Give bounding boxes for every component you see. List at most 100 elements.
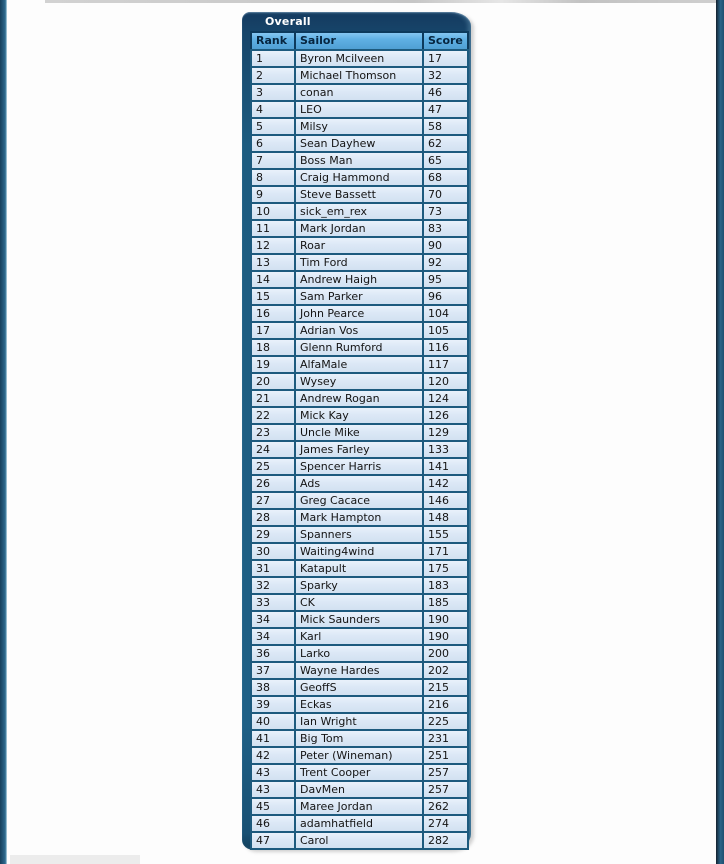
table-row: 13 Tim Ford 92 — [250, 253, 469, 270]
score-cell: 124 — [422, 389, 469, 406]
sailor-cell: Byron Mcilveen — [294, 49, 422, 66]
bottom-partial-element — [10, 855, 140, 864]
table-row: 14 Andrew Haigh 95 — [250, 270, 469, 287]
score-cell: 90 — [422, 236, 469, 253]
header-row: Rank Sailor Score — [250, 31, 469, 49]
table-row: 34 Mick Saunders 190 — [250, 610, 469, 627]
rank-cell: 7 — [250, 151, 294, 168]
rank-cell: 15 — [250, 287, 294, 304]
score-cell: 105 — [422, 321, 469, 338]
rank-cell: 21 — [250, 389, 294, 406]
rank-cell: 17 — [250, 321, 294, 338]
table-row: 41 Big Tom 231 — [250, 729, 469, 746]
table-row: 6 Sean Dayhew 62 — [250, 134, 469, 151]
rank-cell: 16 — [250, 304, 294, 321]
score-cell: 148 — [422, 508, 469, 525]
table-row: 10 sick_em_rex 73 — [250, 202, 469, 219]
rank-cell: 40 — [250, 712, 294, 729]
score-cell: 216 — [422, 695, 469, 712]
score-cell: 257 — [422, 763, 469, 780]
rank-cell: 9 — [250, 185, 294, 202]
score-cell: 58 — [422, 117, 469, 134]
column-header-sailor: Sailor — [294, 31, 422, 49]
sailor-cell: Ian Wright — [294, 712, 422, 729]
rank-cell: 39 — [250, 695, 294, 712]
rank-cell: 23 — [250, 423, 294, 440]
table-row: 11 Mark Jordan 83 — [250, 219, 469, 236]
rank-cell: 30 — [250, 542, 294, 559]
sailor-cell: Wayne Hardes — [294, 661, 422, 678]
rank-cell: 20 — [250, 372, 294, 389]
leaderboard-table: Rank Sailor Score 1 Byron Mcilveen 17 2 Mich… — [250, 31, 469, 850]
sailor-cell: Andrew Rogan — [294, 389, 422, 406]
rank-cell: 26 — [250, 474, 294, 491]
table-row: 29 Spanners 155 — [250, 525, 469, 542]
rank-cell: 37 — [250, 661, 294, 678]
rank-cell: 5 — [250, 117, 294, 134]
sailor-cell: Sean Dayhew — [294, 134, 422, 151]
panel-title: Overall — [265, 15, 311, 28]
table-row: 7 Boss Man 65 — [250, 151, 469, 168]
score-cell: 190 — [422, 610, 469, 627]
sailor-cell: Craig Hammond — [294, 168, 422, 185]
rank-cell: 24 — [250, 440, 294, 457]
sailor-cell: Katapult — [294, 559, 422, 576]
sailor-cell: Milsy — [294, 117, 422, 134]
rank-cell: 2 — [250, 66, 294, 83]
sailor-cell: Waiting4wind — [294, 542, 422, 559]
table-row: 24 James Farley 133 — [250, 440, 469, 457]
rank-cell: 19 — [250, 355, 294, 372]
rank-cell: 47 — [250, 831, 294, 850]
table-row: 43 DavMen 257 — [250, 780, 469, 797]
sailor-cell: Uncle Mike — [294, 423, 422, 440]
sailor-cell: Mick Kay — [294, 406, 422, 423]
table-row: 3 conan 46 — [250, 83, 469, 100]
score-cell: 155 — [422, 525, 469, 542]
rank-cell: 29 — [250, 525, 294, 542]
table-row: 2 Michael Thomson 32 — [250, 66, 469, 83]
rank-cell: 14 — [250, 270, 294, 287]
sailor-cell: LEO — [294, 100, 422, 117]
sailor-cell: Mick Saunders — [294, 610, 422, 627]
score-cell: 190 — [422, 627, 469, 644]
table-row: 21 Andrew Rogan 124 — [250, 389, 469, 406]
score-cell: 282 — [422, 831, 469, 850]
rank-cell: 6 — [250, 134, 294, 151]
sailor-cell: Sparky — [294, 576, 422, 593]
rank-cell: 42 — [250, 746, 294, 763]
rank-cell: 18 — [250, 338, 294, 355]
table-row: 39 Eckas 216 — [250, 695, 469, 712]
sailor-cell: Andrew Haigh — [294, 270, 422, 287]
sailor-cell: Larko — [294, 644, 422, 661]
score-cell: 251 — [422, 746, 469, 763]
table-row: 28 Mark Hampton 148 — [250, 508, 469, 525]
score-cell: 62 — [422, 134, 469, 151]
score-cell: 17 — [422, 49, 469, 66]
score-cell: 231 — [422, 729, 469, 746]
score-cell: 175 — [422, 559, 469, 576]
score-cell: 104 — [422, 304, 469, 321]
sailor-cell: Wysey — [294, 372, 422, 389]
sailor-cell: Adrian Vos — [294, 321, 422, 338]
score-cell: 200 — [422, 644, 469, 661]
sailor-cell: Mark Jordan — [294, 219, 422, 236]
sailor-cell: AlfaMale — [294, 355, 422, 372]
rank-cell: 27 — [250, 491, 294, 508]
table-row: 8 Craig Hammond 68 — [250, 168, 469, 185]
score-cell: 215 — [422, 678, 469, 695]
table-row: 9 Steve Bassett 70 — [250, 185, 469, 202]
rank-cell: 45 — [250, 797, 294, 814]
score-cell: 171 — [422, 542, 469, 559]
table-row: 45 Maree Jordan 262 — [250, 797, 469, 814]
score-cell: 225 — [422, 712, 469, 729]
table-row: 37 Wayne Hardes 202 — [250, 661, 469, 678]
sailor-cell: John Pearce — [294, 304, 422, 321]
rank-cell: 41 — [250, 729, 294, 746]
sailor-cell: Carol — [294, 831, 422, 850]
leaderboard-panel: Overall Rank Sailor Score 1 Byron Mcilvee… — [242, 12, 471, 850]
score-cell: 262 — [422, 797, 469, 814]
score-cell: 92 — [422, 253, 469, 270]
score-cell: 68 — [422, 168, 469, 185]
sailor-cell: Steve Bassett — [294, 185, 422, 202]
score-cell: 47 — [422, 100, 469, 117]
